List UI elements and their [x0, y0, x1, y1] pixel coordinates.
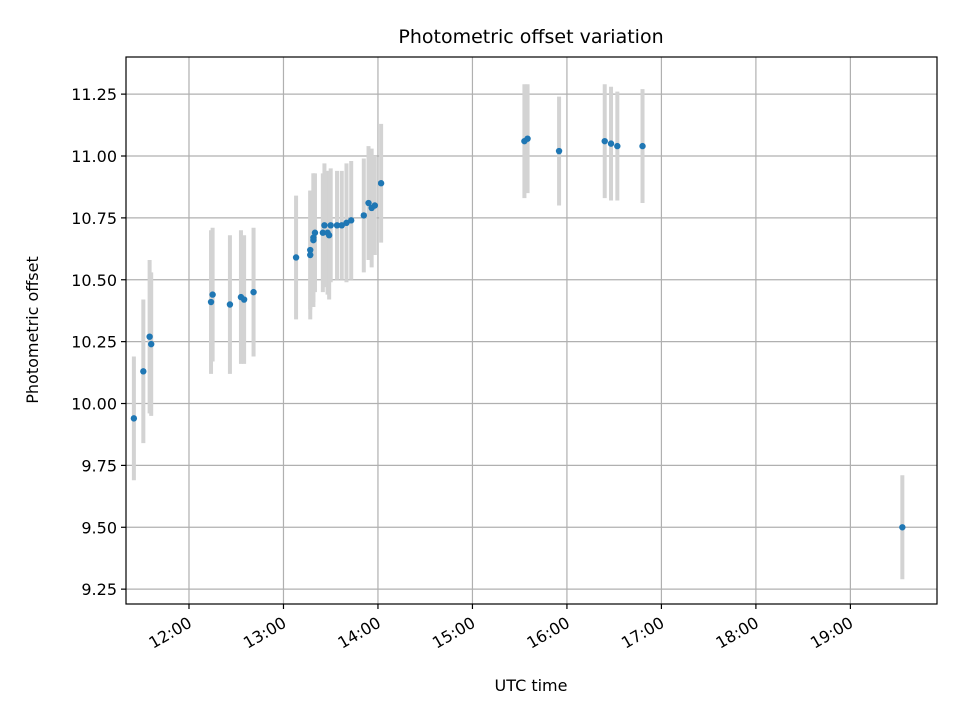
data-point — [292, 254, 300, 261]
data-point — [250, 288, 257, 296]
plot-frame — [125, 56, 938, 605]
data-point — [524, 135, 531, 142]
data-point — [207, 298, 215, 306]
y-tick-label: 11.00 — [71, 147, 117, 166]
grid — [126, 57, 937, 604]
data-points — [130, 135, 906, 531]
data-point — [377, 180, 385, 187]
y-tick-label: 10.50 — [71, 271, 117, 290]
y-tick-label: 10.25 — [71, 333, 117, 352]
data-point — [371, 202, 379, 209]
data-point — [209, 291, 216, 298]
y-axis-title: Photometric offset — [23, 256, 42, 404]
data-point — [307, 246, 314, 254]
data-point — [343, 219, 350, 227]
x-axis-title: UTC time — [495, 676, 568, 695]
data-point — [601, 137, 608, 145]
data-point — [130, 415, 138, 422]
data-point — [327, 222, 334, 229]
data-point — [365, 199, 372, 207]
data-point — [333, 222, 341, 229]
data-point — [321, 222, 328, 229]
data-point — [147, 340, 155, 348]
data-point — [146, 333, 153, 340]
data-point — [310, 234, 317, 241]
y-tick-label: 9.50 — [81, 518, 117, 537]
data-point — [140, 368, 147, 375]
data-point — [226, 301, 234, 308]
y-tick-label: 10.00 — [71, 395, 117, 414]
y-axis-ticks: 9.25 9.50 9.75 10.00 10.25 10.50 10.75 11.00 11.… — [71, 85, 126, 599]
y-tick-label: 9.25 — [81, 580, 117, 599]
data-point — [319, 229, 327, 236]
data-point — [338, 222, 345, 229]
data-point — [899, 524, 906, 531]
data-point — [555, 147, 563, 155]
y-tick-label: 9.75 — [81, 456, 117, 475]
data-point — [240, 296, 248, 303]
y-tick-label: 11.25 — [71, 85, 117, 104]
data-point — [311, 229, 319, 236]
data-point — [347, 217, 355, 224]
chart-title: Photometric offset variation — [398, 26, 663, 48]
y-tick-label: 10.75 — [71, 209, 117, 228]
data-point — [614, 142, 621, 150]
data-point — [360, 212, 367, 219]
data-point — [607, 140, 615, 147]
data-point — [325, 232, 333, 239]
data-point — [639, 142, 646, 150]
data-point — [307, 251, 314, 259]
